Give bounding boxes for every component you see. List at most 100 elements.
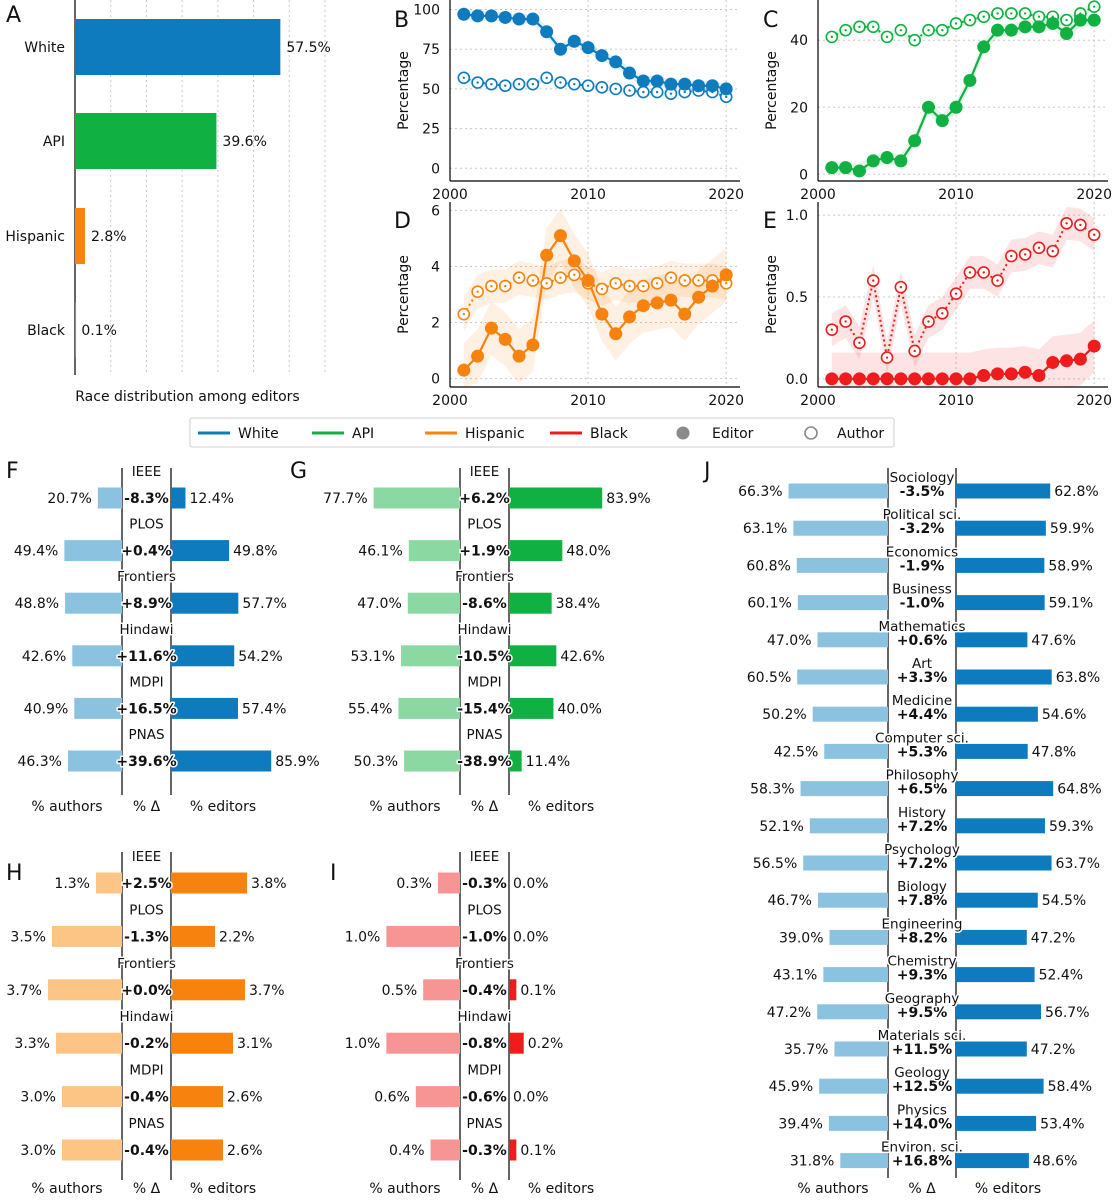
- author-bar: [819, 1078, 888, 1094]
- x-label-editors: % editors: [190, 1181, 256, 1197]
- editor-value-label: 12.4%: [189, 491, 233, 507]
- author-point-center: [1037, 246, 1041, 250]
- editor-point: [705, 279, 719, 293]
- editor-bar: [956, 1115, 1037, 1131]
- row-category-label: Frontiers: [455, 956, 514, 972]
- delta-label: +0.4%: [121, 544, 172, 560]
- legend-box: [189, 417, 895, 448]
- author-point-center: [858, 25, 861, 29]
- delta-label: -3.2%: [900, 521, 945, 537]
- editor-point: [1060, 27, 1074, 41]
- row-category-label: Sociology: [890, 470, 955, 486]
- panel-letter-F: F: [6, 459, 19, 484]
- editor-point: [1046, 16, 1060, 30]
- row-category-label: Art: [912, 656, 932, 672]
- author-point-center: [844, 320, 847, 323]
- author-point-center: [913, 39, 916, 42]
- author-point-center: [614, 282, 617, 285]
- editor-point: [498, 10, 512, 24]
- bar-black: [75, 302, 76, 358]
- editor-value-label: 59.9%: [1050, 521, 1094, 537]
- editor-point: [1004, 367, 1018, 381]
- x-tick-label: 2000: [800, 393, 836, 409]
- author-bar: [797, 669, 888, 685]
- author-point-center: [899, 28, 903, 32]
- editor-point: [719, 268, 733, 282]
- author-point-center: [504, 284, 507, 288]
- legend-label: Author: [837, 426, 884, 442]
- editor-point: [595, 49, 609, 63]
- delta-label: +9.5%: [897, 1005, 948, 1021]
- author-value-label: 1.3%: [54, 876, 90, 892]
- author-point-center: [559, 81, 562, 84]
- category-label: White: [24, 40, 65, 56]
- editor-point: [908, 372, 922, 386]
- editor-bar: [509, 697, 554, 719]
- delta-label: -1.0%: [462, 929, 507, 945]
- y-tick-label: 2: [431, 316, 440, 332]
- row-category-label: Physics: [897, 1102, 947, 1118]
- editor-line: [831, 19, 1095, 173]
- panel-letter-B: B: [394, 8, 409, 33]
- delta-label: -0.4%: [462, 983, 507, 999]
- author-point-center: [1079, 223, 1082, 227]
- editor-point: [991, 367, 1005, 381]
- author-value-label: 39.4%: [778, 1116, 822, 1132]
- author-point-center: [614, 87, 617, 91]
- delta-label: +7.2%: [897, 819, 948, 835]
- delta-label: -38.9%: [457, 754, 511, 770]
- editor-point: [1046, 355, 1060, 369]
- author-bar: [817, 1004, 888, 1020]
- author-point-center: [600, 86, 604, 89]
- author-bar: [56, 1032, 122, 1054]
- author-value-label: 48.8%: [15, 596, 59, 612]
- row-category-label: Economics: [886, 544, 958, 560]
- editor-point: [1073, 13, 1087, 27]
- panel-e: 2000 2010 2020 0.0 0.5 1.0 Percentage: [764, 202, 1112, 409]
- author-value-label: 60.5%: [747, 670, 791, 686]
- author-point-center: [669, 276, 673, 279]
- author-point-center: [683, 279, 686, 282]
- x-label-delta: % Δ: [471, 799, 499, 815]
- author-point-center: [941, 28, 944, 32]
- author-value-label: 3.0%: [20, 1090, 56, 1106]
- author-point-center: [642, 284, 645, 288]
- delta-label: +7.2%: [897, 856, 948, 872]
- editor-value-label: 3.1%: [237, 1036, 273, 1052]
- editor-bar: [956, 520, 1046, 536]
- author-point-center: [830, 35, 834, 39]
- x-axis-label: Race distribution among editors: [75, 389, 299, 405]
- editor-point: [935, 114, 949, 128]
- editor-bar: [956, 743, 1028, 759]
- author-point-center: [996, 12, 999, 15]
- author-point-center: [1023, 12, 1027, 15]
- editor-point: [949, 100, 963, 114]
- panel-letter-H: H: [6, 861, 23, 886]
- editor-value-label: 42.6%: [560, 649, 604, 665]
- editor-point: [457, 7, 471, 21]
- editor-point: [498, 332, 512, 346]
- editor-bar: [956, 483, 1051, 499]
- editor-value-label: 40.0%: [557, 701, 601, 717]
- author-point-center: [490, 284, 493, 288]
- row-category-label: Hindawi: [457, 622, 511, 638]
- author-point-center: [655, 282, 659, 285]
- author-point-center: [531, 279, 535, 282]
- y-tick-label: 0.0: [786, 372, 808, 388]
- x-label-delta: % Δ: [908, 1181, 936, 1197]
- author-value-label: 47.0%: [357, 596, 401, 612]
- author-point-center: [531, 82, 535, 86]
- editor-point: [908, 134, 922, 148]
- author-bar: [64, 540, 122, 562]
- delta-label: +8.9%: [121, 596, 172, 612]
- author-point-center: [628, 284, 631, 288]
- author-value-label: 43.1%: [773, 968, 817, 984]
- delta-label: -0.3%: [462, 1143, 507, 1159]
- row-category-label: Biology: [897, 879, 947, 895]
- author-point-center: [517, 276, 521, 279]
- delta-label: +16.8%: [892, 1154, 952, 1170]
- editor-bar: [956, 1153, 1029, 1169]
- author-value-label: 42.5%: [774, 744, 818, 760]
- author-point-center: [559, 276, 562, 279]
